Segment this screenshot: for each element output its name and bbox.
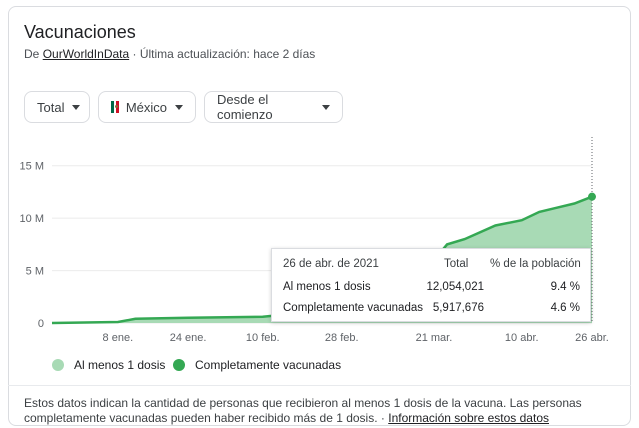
chevron-down-icon xyxy=(175,104,183,110)
source-prefix: De xyxy=(24,47,43,61)
metric-dropdown[interactable]: Total xyxy=(24,91,90,123)
chevron-down-icon xyxy=(72,104,81,110)
legend-item-fully-vaccinated[interactable]: Completamente vacunadas xyxy=(173,358,341,372)
x-tick-label: 28 feb. xyxy=(325,332,359,344)
x-tick-label: 10 feb. xyxy=(246,332,280,344)
tooltip-row-label: Al menos 1 dosis xyxy=(283,281,371,293)
tooltip-col-pct: % de la población xyxy=(490,258,581,270)
legend-label: Completamente vacunadas xyxy=(195,358,342,372)
x-tick-label: 8 ene. xyxy=(103,332,134,344)
footer-note: Estos datos indican la cantidad de perso… xyxy=(24,396,614,426)
tooltip-row-label: Completamente vacunadas xyxy=(283,302,423,314)
divider xyxy=(8,385,631,386)
metric-dropdown-label: Total xyxy=(37,99,65,115)
range-dropdown[interactable]: Desde el comienzo xyxy=(204,91,343,123)
tooltip-col-total: Total xyxy=(444,258,469,270)
tooltip-row-total: 12,054,021 xyxy=(426,281,484,293)
tooltip-row-total: 5,917,676 xyxy=(432,302,484,314)
hover-point xyxy=(588,192,596,201)
mexico-flag-icon xyxy=(111,101,119,113)
footer-separator: · xyxy=(377,411,389,425)
country-dropdown-label: México xyxy=(125,99,167,115)
x-tick-label: 21 mar. xyxy=(416,332,453,344)
y-tick-label: 5 M xyxy=(26,266,44,278)
y-tick-label: 15 M xyxy=(20,161,44,173)
y-tick-label: 10 M xyxy=(20,213,44,225)
source-link[interactable]: OurWorldInData xyxy=(42,47,130,61)
source-line: De OurWorldInData · Última actualización… xyxy=(24,47,315,61)
x-tick-label: 24 ene. xyxy=(170,332,207,344)
legend-swatch xyxy=(52,359,64,371)
tooltip-row-pct: 9.4 % xyxy=(550,281,580,293)
vaccinations-card xyxy=(8,6,631,426)
tooltip-date: 26 de abr. de 2021 xyxy=(283,258,379,270)
chevron-down-icon xyxy=(322,104,330,110)
card-title: Vacunaciones xyxy=(24,22,136,42)
data-tooltip: 26 de abr. de 2021 Total % de la poblaci… xyxy=(271,248,591,322)
x-tick-label: 26 abr. xyxy=(575,332,609,344)
legend-item-first-dose[interactable]: Al menos 1 dosis xyxy=(52,358,165,372)
y-tick-label: 0 xyxy=(38,318,44,330)
tooltip-row-pct: 4.6 % xyxy=(550,302,580,314)
footer-text: Estos datos indican la cantidad de perso… xyxy=(24,396,582,425)
about-data-link[interactable]: Información sobre estos datos xyxy=(388,411,549,425)
country-dropdown[interactable]: México xyxy=(98,91,196,123)
legend-label: Al menos 1 dosis xyxy=(74,358,166,372)
range-dropdown-label: Desde el comienzo xyxy=(217,92,273,122)
x-tick-label: 10 abr. xyxy=(505,332,539,344)
legend-swatch xyxy=(173,359,185,371)
last-updated: · Última actualización: hace 2 días xyxy=(129,47,316,61)
